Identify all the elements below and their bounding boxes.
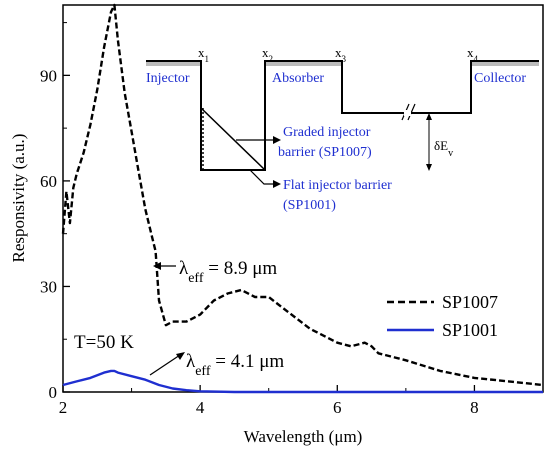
temperature-label: T=50 K <box>74 332 134 353</box>
legend-label-sp1007: SP1007 <box>442 292 498 312</box>
x-tick-label: 8 <box>470 398 479 417</box>
y-axis-title: Responsivity (a.u.) <box>9 134 28 263</box>
delta-ev-arrowhead-bottom <box>426 164 432 171</box>
legend: SP1007 SP1001 <box>387 292 498 340</box>
inset-x1-label: x1 <box>198 45 209 64</box>
graded-pointer-head <box>273 136 281 144</box>
x-tick-label: 6 <box>333 398 342 417</box>
delta-ev-label: δEv <box>434 138 453 159</box>
collector-label: Collector <box>474 71 526 86</box>
lambda-sp1007-arrowhead <box>153 262 161 270</box>
break-mark <box>407 103 416 121</box>
y-tick-label: 60 <box>40 172 57 191</box>
inset-x4-label: x4 <box>467 45 479 64</box>
flat-pointer-head <box>273 180 281 188</box>
y-axis-ticks: 0 30 60 90 <box>40 22 70 402</box>
lambda-sp1007-text: λeff = 8.9 μm <box>179 258 277 286</box>
series-line-sp1007 <box>61 3 544 387</box>
absorber-shadow <box>265 61 342 66</box>
break-gap <box>404 110 411 116</box>
graded-barrier-line <box>200 107 266 171</box>
flat-label-line2: (SP1001) <box>283 198 336 213</box>
y-tick-label: 30 <box>40 277 57 296</box>
graded-label-line1: Graded injector <box>283 125 371 140</box>
lambda-sp1001-annotation: λeff = 4.1 μm <box>149 351 284 379</box>
x-axis-ticks: 2 4 6 8 <box>59 385 479 417</box>
absorber-label: Absorber <box>272 71 324 86</box>
y-tick-label: 90 <box>40 66 57 85</box>
lambda-sp1001-arrowhead <box>176 352 185 360</box>
flat-label-line1: Flat injector barrier <box>283 178 392 193</box>
inset-x2-label: x2 <box>262 45 273 64</box>
injector-label: Injector <box>146 71 190 86</box>
collector-shadow <box>471 61 539 66</box>
band-diagram-inset: δEv x1 x2 x3 x4 Injector Absorber Collec… <box>146 45 539 213</box>
inset-x3-label: x3 <box>335 45 347 64</box>
flat-barrier-dotted <box>202 108 265 171</box>
flat-pointer <box>249 169 276 185</box>
lambda-sp1001-text: λeff = 4.1 μm <box>186 351 284 379</box>
legend-label-sp1001: SP1001 <box>442 320 498 340</box>
lambda-sp1001-pointer <box>149 354 181 376</box>
band-edge-line <box>146 60 539 171</box>
x-tick-label: 4 <box>196 398 205 417</box>
delta-ev-arrowhead-top <box>426 113 432 120</box>
injector-shadow <box>146 61 201 66</box>
y-tick-label: 0 <box>49 383 58 402</box>
series-line-sp1001 <box>62 369 543 394</box>
lambda-sp1007-annotation: λeff = 8.9 μm <box>153 258 277 286</box>
x-tick-label: 2 <box>59 398 68 417</box>
graded-label-line2: barrier (SP1007) <box>278 145 372 160</box>
series-layer <box>61 3 544 394</box>
x-axis-title: Wavelength (μm) <box>244 427 363 446</box>
